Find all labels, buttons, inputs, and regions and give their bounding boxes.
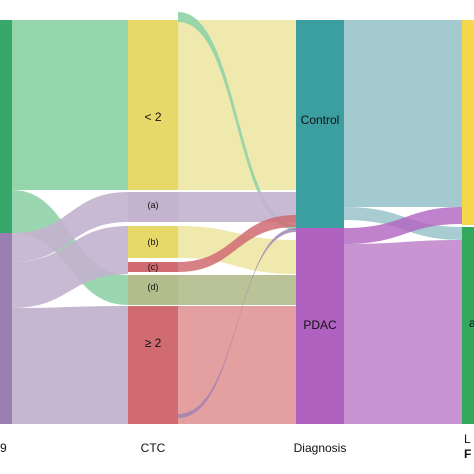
- node-control: [296, 20, 344, 228]
- flow-c-to-pdac: [178, 215, 296, 272]
- flow-b-to-control: [178, 226, 296, 274]
- node-col1-purple: [0, 233, 12, 424]
- label-ctc-ge2: ≥ 2: [145, 336, 162, 350]
- node-ctc-a: [128, 192, 178, 222]
- label-pdac: PDAC: [303, 318, 337, 332]
- nodes-col1: [0, 20, 12, 424]
- flows-left: [12, 20, 128, 424]
- label-ctc-a: (a): [148, 200, 159, 210]
- label-ctc-lt2: < 2: [144, 110, 161, 124]
- node-col1-green: [0, 20, 12, 233]
- node-right-yellow: [462, 20, 474, 225]
- flows-right: [344, 20, 462, 424]
- flow-lt2-to-control: [178, 20, 296, 190]
- flow-purple-to-b: [12, 226, 128, 308]
- flow-green-to-lt2: [12, 20, 128, 190]
- axis-label-ctc: CTC: [141, 441, 166, 455]
- flow-purple-to-a: [12, 192, 128, 262]
- flow-control-to-right-top: [344, 20, 462, 207]
- nodes-diagnosis: [296, 20, 344, 424]
- node-ctc-c: [128, 262, 178, 272]
- label-ctc-d: (d): [148, 282, 159, 292]
- label-control: Control: [301, 113, 340, 127]
- node-right-green: [462, 227, 474, 424]
- node-ctc-d: [128, 275, 178, 305]
- axis-label-col1: 9: [0, 441, 7, 455]
- axis-label-col4: L: [464, 432, 471, 446]
- node-ctc-b: [128, 226, 178, 258]
- nodes-col4: [462, 20, 474, 424]
- flow-ge2-to-pdac: [178, 306, 296, 424]
- nodes-ctc: [128, 20, 178, 424]
- label-ctc-c: (c): [148, 262, 159, 272]
- flow-d-to-pdac: [178, 275, 296, 305]
- label-right-green: a: [469, 316, 474, 330]
- axis-label-diagnosis: Diagnosis: [294, 441, 347, 455]
- label-ctc-b: (b): [148, 237, 159, 247]
- flow-thin-green: [178, 12, 296, 230]
- flow-a-to-control: [178, 192, 296, 222]
- flow-pdac-to-right-bottom: [344, 240, 462, 424]
- node-ctc-lt2: [128, 20, 178, 190]
- axis-label-col4-bold: F: [464, 447, 471, 461]
- node-ctc-ge2: [128, 306, 178, 424]
- flows-middle: [178, 12, 296, 424]
- node-pdac: [296, 228, 344, 424]
- flow-pdac-to-right-top: [344, 207, 462, 244]
- flow-purple-to-ge2: [12, 306, 128, 424]
